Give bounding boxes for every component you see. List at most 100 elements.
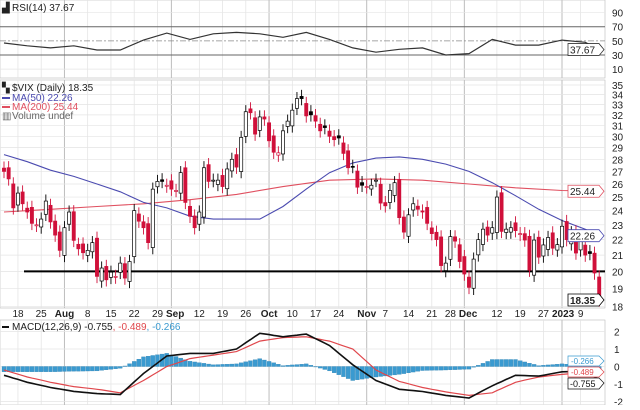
date-tick-label: Aug	[55, 309, 74, 320]
macd-histogram-bar	[271, 362, 276, 367]
macd-histogram-bar	[350, 366, 355, 381]
macd-histogram-bar	[327, 366, 332, 372]
candle-body	[434, 231, 439, 240]
candlestick	[85, 243, 90, 263]
panel-frame	[0, 0, 606, 79]
candle-body	[439, 236, 444, 266]
candle-body	[369, 184, 374, 190]
candlestick	[118, 256, 123, 280]
date-tick-label: 19	[217, 309, 229, 320]
price-tags: 25.44 22.26 18.35	[567, 184, 605, 307]
candle-body	[118, 262, 123, 273]
candle-body	[420, 210, 425, 213]
macd-histogram-bar	[220, 364, 225, 367]
candle-body	[267, 122, 272, 142]
macd-histogram-bar	[485, 361, 490, 367]
candlestick	[360, 176, 365, 192]
rsi-tick-label: 10	[612, 65, 624, 76]
candle-body	[462, 256, 467, 275]
macd-histogram-bar	[443, 366, 448, 371]
candle-body	[248, 108, 253, 114]
candlestick	[281, 124, 285, 161]
macd-histogram-bar	[108, 366, 114, 370]
macd-histogram-bar	[127, 363, 132, 367]
candlestick	[295, 91, 299, 116]
macd-histogram-bar	[252, 359, 258, 367]
candle-body	[215, 179, 220, 185]
candlestick	[104, 259, 109, 287]
candle-body	[146, 223, 151, 244]
candle-body	[425, 207, 430, 224]
candlestick	[555, 238, 560, 257]
candle-body	[481, 228, 485, 245]
candlestick	[388, 183, 392, 210]
candlestick	[541, 238, 546, 263]
macd-histogram-bar	[53, 366, 58, 372]
candlestick	[392, 176, 397, 203]
candle-body	[25, 207, 30, 213]
ma200-tag-text: 25.44	[570, 187, 595, 198]
macd-histogram-bar	[99, 366, 104, 371]
macd-histogram-bar	[262, 359, 267, 367]
candle-body	[104, 266, 109, 281]
candle-body	[164, 184, 169, 187]
volume-icon: ▥	[2, 111, 11, 122]
candle-body	[225, 168, 230, 190]
candle-body	[406, 214, 411, 237]
macd-legend-main: MACD(12,26,9) -0.755	[12, 322, 113, 333]
candle-body	[490, 227, 495, 234]
candle-body	[518, 233, 523, 235]
macd-histogram-bar	[545, 364, 551, 367]
candle-body	[471, 258, 476, 289]
macd-histogram-bar	[527, 363, 532, 367]
candlestick	[476, 233, 481, 262]
macd-tick-label: 1	[614, 345, 620, 356]
candlestick	[234, 148, 239, 174]
candle-body	[364, 186, 369, 188]
candle-body	[253, 117, 258, 135]
macd-histogram-bar	[490, 359, 495, 367]
date-tick-label: 26	[240, 309, 252, 320]
candle-body	[20, 191, 25, 205]
candlestick	[336, 129, 341, 145]
rsi-tick-label: 70	[612, 23, 624, 34]
price-tick-label: 26	[612, 180, 624, 191]
candle-body	[132, 210, 137, 257]
candle-body	[257, 116, 262, 131]
candlestick	[11, 177, 16, 215]
candle-body	[276, 152, 281, 156]
candle-body	[360, 182, 365, 186]
macd-histogram-bar	[80, 366, 86, 372]
candlestick	[448, 230, 453, 267]
candle-body	[243, 111, 248, 137]
candle-body	[220, 175, 225, 187]
ma200-line	[3, 178, 600, 213]
rsi-value-tag-text: 37.67	[570, 46, 595, 57]
candlestick	[290, 103, 295, 133]
candlestick	[248, 102, 253, 120]
candlestick	[192, 209, 197, 235]
ma50-tag: 22.26	[567, 229, 605, 243]
candlestick	[304, 96, 309, 123]
candle-body	[48, 204, 53, 223]
price-tick-label: 29	[612, 144, 624, 155]
candle-body	[197, 211, 202, 225]
candlestick	[39, 212, 44, 234]
macd-histogram-bar	[318, 366, 323, 369]
candle-body	[71, 211, 76, 241]
candle-body	[583, 244, 588, 256]
ma50-tag-text: 22.26	[570, 232, 595, 243]
candle-body	[239, 137, 244, 172]
candlestick	[271, 129, 276, 159]
macd-histogram-bar	[285, 365, 290, 367]
candle-body	[485, 226, 490, 236]
macd-histogram-bar	[299, 364, 304, 367]
macd-histogram-bar	[401, 366, 407, 374]
macd-histogram-bar	[225, 364, 230, 367]
candlestick	[308, 105, 313, 122]
rsi-legend: RSI(14) 37.67	[12, 3, 75, 14]
macd-tick-label: 2	[614, 328, 620, 339]
candlestick	[48, 198, 53, 229]
candle-body	[587, 251, 592, 254]
